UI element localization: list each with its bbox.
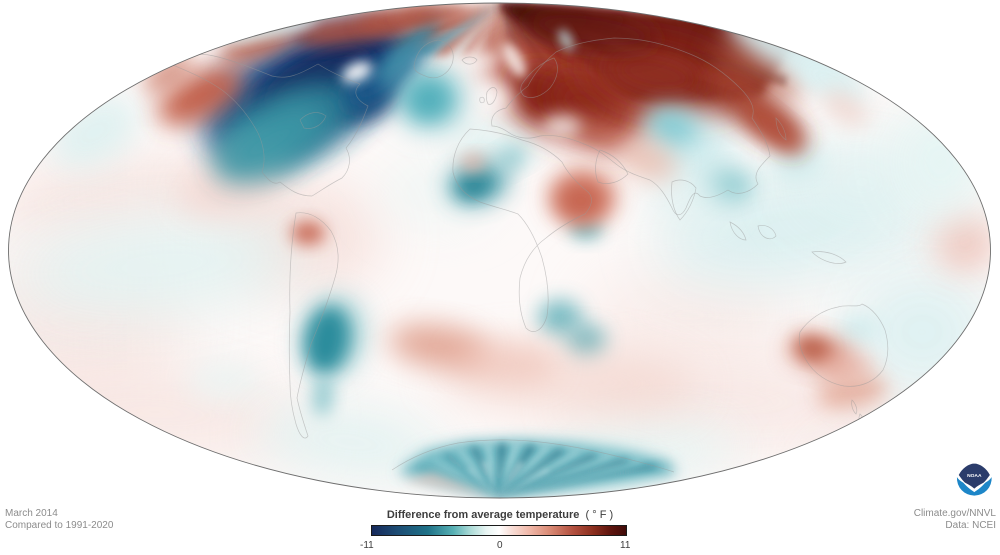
- svg-text:NOAA: NOAA: [967, 473, 982, 479]
